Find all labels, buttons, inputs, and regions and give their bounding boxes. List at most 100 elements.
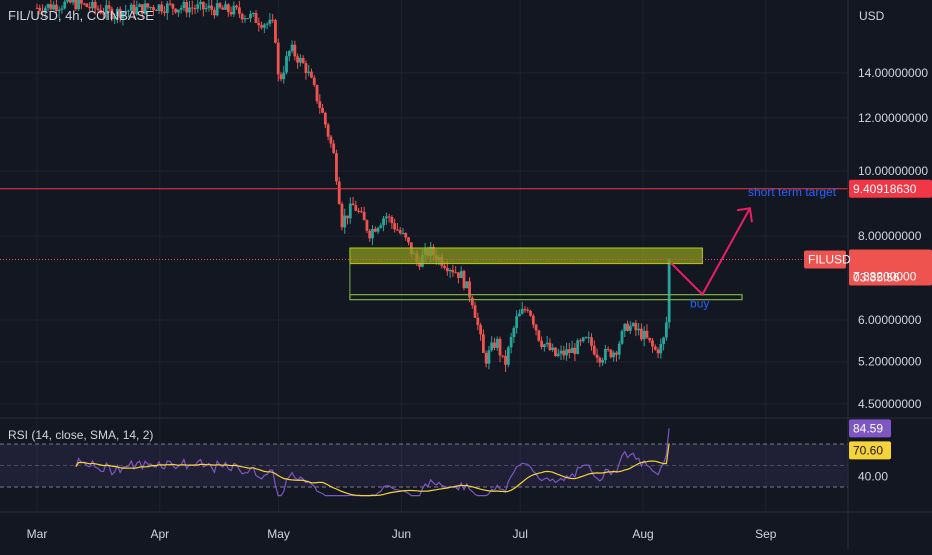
candle-body [470,297,474,306]
candle-body [315,84,319,102]
candle-body [490,342,494,351]
candle-body [287,51,291,57]
candle-body [177,9,180,13]
candle-body [487,350,491,364]
rsi-ma-value-label-bg [849,441,891,460]
candle-body [493,342,496,348]
candle-body [46,4,50,8]
candle-body [468,281,471,298]
projection-arrow[interactable] [670,207,751,297]
candle-body [207,5,211,8]
candle-body [562,350,566,356]
candle-body [590,337,593,346]
candle-body [642,330,646,340]
candle-body [171,3,175,9]
candle-body [213,9,216,16]
candle-body [193,8,197,10]
candle-body [43,7,47,13]
candle-body [537,330,541,341]
candle-body [473,305,477,318]
symbol-tag-bg [804,250,846,269]
candle-body [99,9,103,14]
candle-body [154,10,158,12]
candle-body [368,230,372,239]
candle-body [232,5,236,15]
candle-body [343,215,347,228]
candle-body [71,0,75,3]
candle-body [570,347,574,353]
candle-body [138,4,141,7]
target-price-label-bg [849,179,932,198]
candle-body [249,13,252,19]
candle-body [91,1,94,9]
candle-body [82,3,86,5]
candle-body [165,3,169,13]
candle-body [332,143,336,154]
candle-body [382,218,385,226]
candle-body [348,203,352,219]
last-price-label: 7.38200000 [853,270,917,284]
candle-body [41,10,44,13]
candle-body [301,57,305,64]
candle-body [573,347,577,354]
symbol-header[interactable]: FIL/USD, 4h, COINBASE [8,8,154,23]
candle-body [653,346,657,350]
candle-body [149,7,153,9]
candle-body [506,347,510,365]
y-tick-label: 12.00000000 [858,111,928,125]
candle-body [346,215,349,219]
symbol-tag[interactable]: FILUSD [808,253,851,267]
candle-body [226,4,230,13]
candle-body [526,309,530,311]
countdown-label: 03:35:56 [853,271,900,285]
y-tick-label: 5.20000000 [858,355,922,369]
candle-body [631,323,635,326]
rsi-header[interactable]: RSI (14, close, SMA, 14, 2) [8,428,154,442]
candle-body [296,56,300,63]
candle-body [601,360,604,363]
candle-body [612,352,616,358]
candle-body [174,8,178,13]
candle-body [335,153,338,182]
candle-body [498,338,502,356]
rsi-line[interactable] [75,428,670,497]
candle-body [595,354,599,358]
candle-body [559,350,563,354]
target-price-label: 9.40918630 [853,182,917,196]
candle-body [143,3,147,14]
candle-body [77,0,80,10]
rsi-sma-line[interactable] [75,443,670,497]
candle-body [384,216,388,219]
candle-body [132,4,136,15]
candle-body [88,7,92,9]
candle-body [274,20,277,43]
candle-body [257,22,261,26]
candle-body [579,340,582,342]
candle-body [556,353,560,356]
candle-body [359,211,363,213]
candle-body [376,227,380,232]
resistance-zone[interactable] [349,247,703,265]
candle-body [262,24,266,28]
candle-body [587,337,591,339]
candle-body [609,349,613,358]
candle-body [152,7,155,11]
candle-body [104,5,108,14]
rsi-value-label-bg [849,419,891,438]
candle-body [63,1,67,9]
candle-body [310,71,313,78]
candle-body [68,0,72,3]
candle-body [445,267,449,272]
candle-body [628,325,632,331]
candle-body [282,72,286,80]
buy-zone-line[interactable] [349,294,743,301]
candle-body [598,357,602,363]
candle-body [576,340,580,354]
candle-body [243,18,247,20]
candle-body [304,63,308,73]
candle-body [337,181,341,204]
candle-body [285,56,288,73]
candle-body [373,228,377,232]
